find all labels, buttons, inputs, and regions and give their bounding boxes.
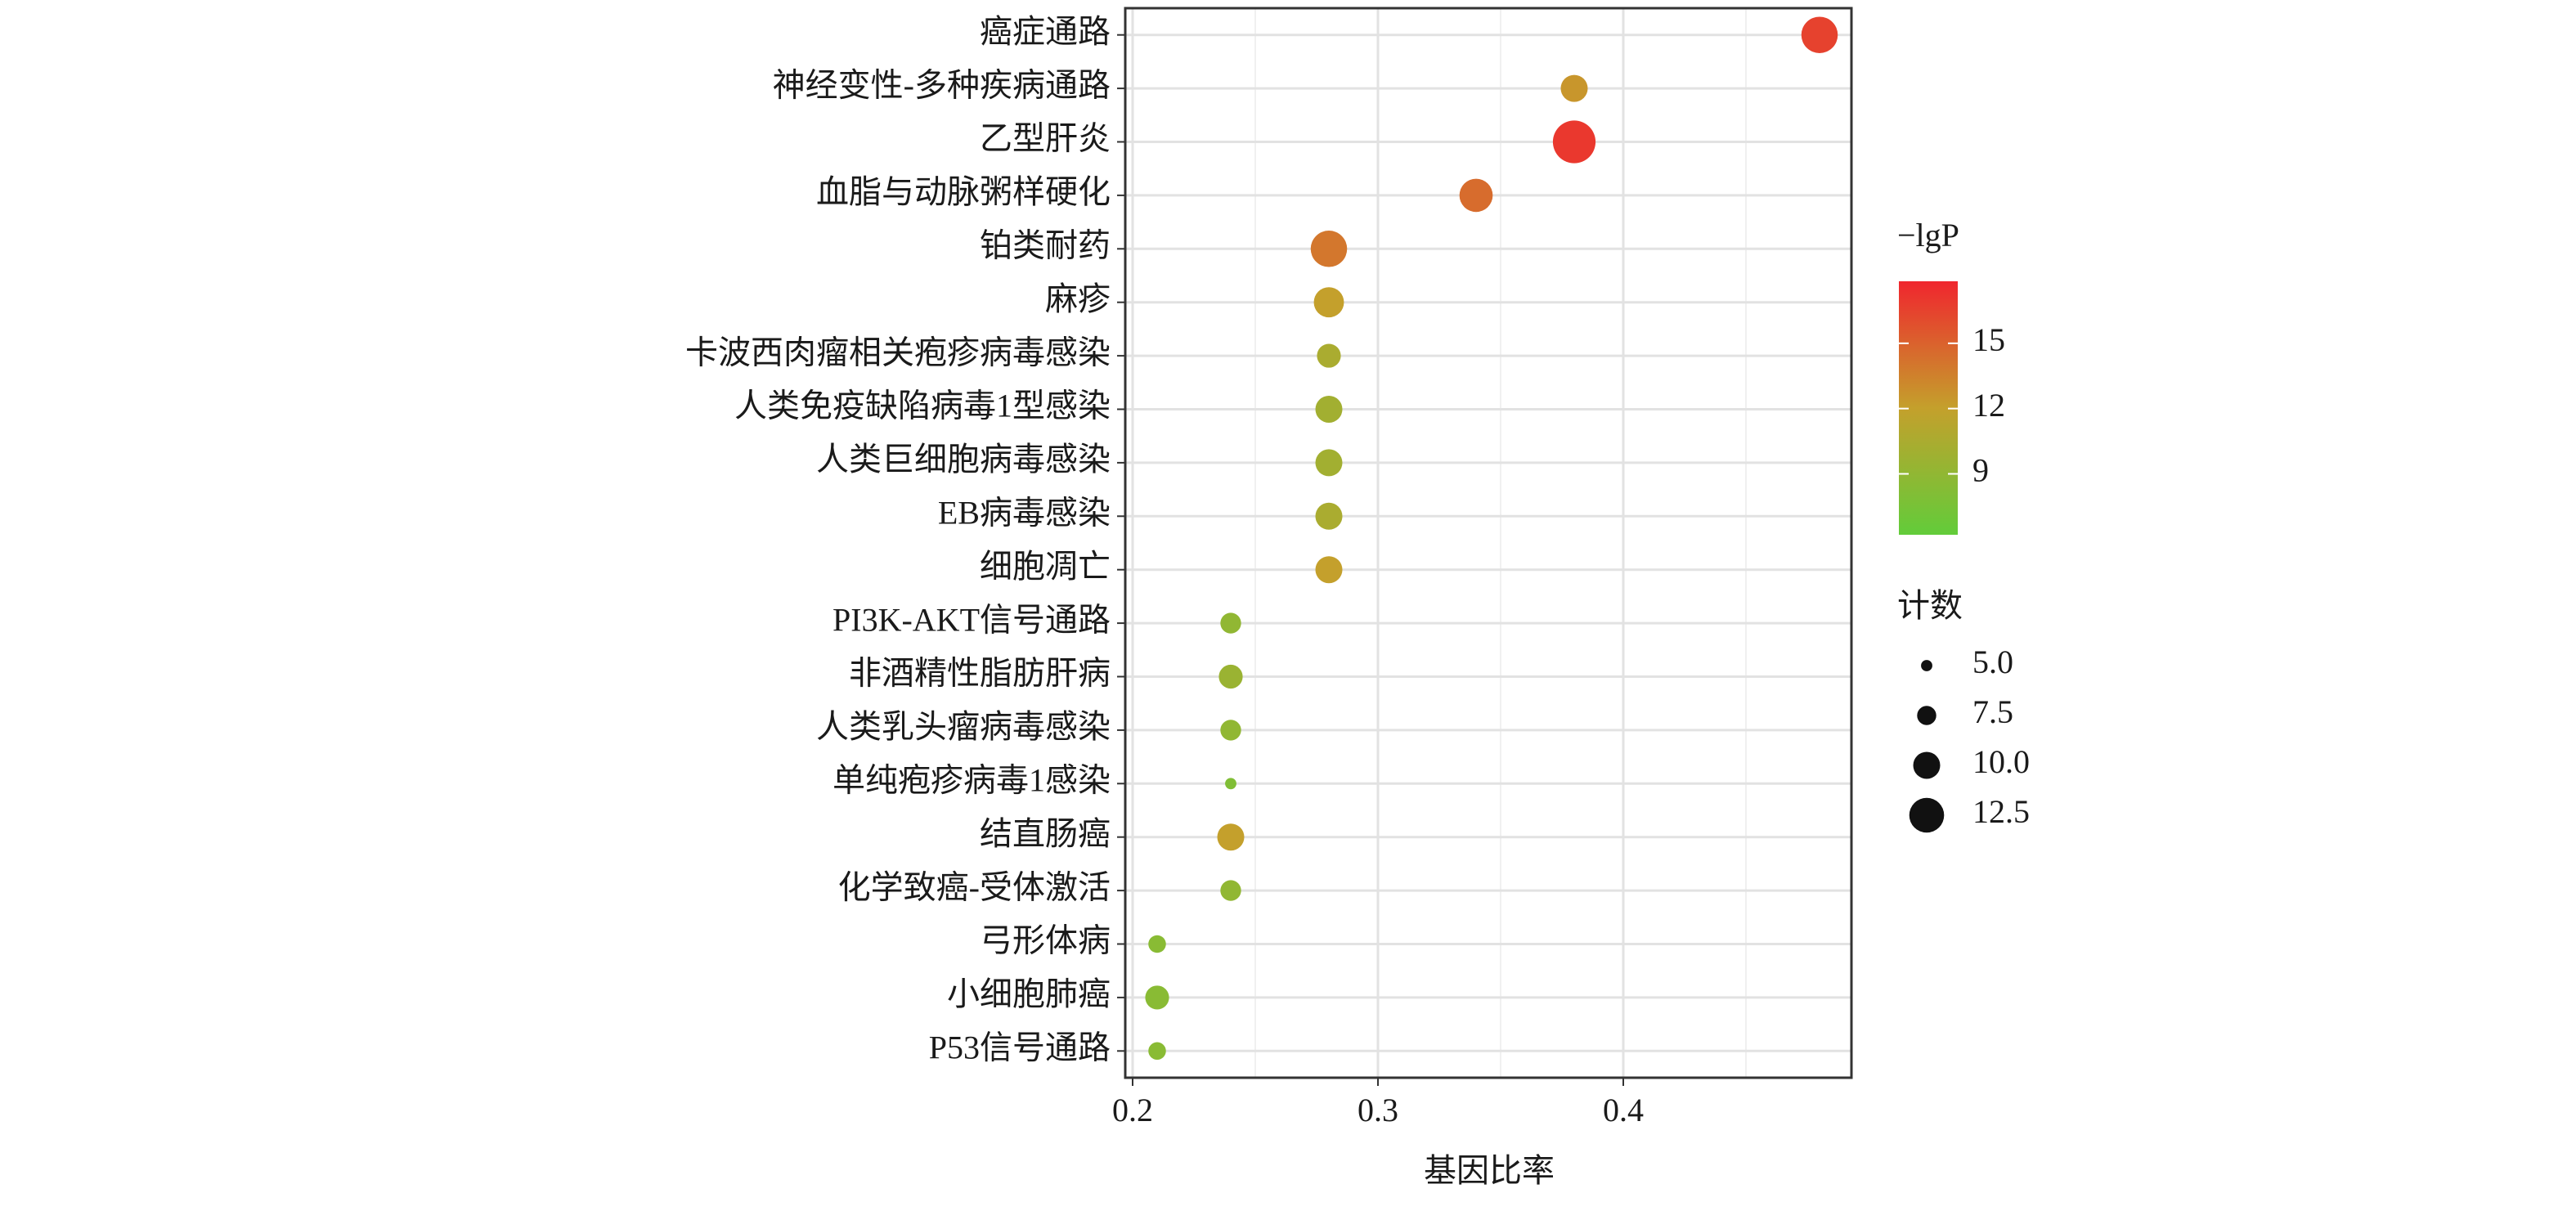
- y-tick-label: 卡波西肉瘤相关疱疹病毒感染: [685, 334, 1111, 370]
- y-tick-label: EB病毒感染: [938, 494, 1111, 531]
- y-tick-label: P53信号通路: [929, 1029, 1111, 1065]
- bubble: [1552, 120, 1596, 164]
- y-tick-label: 铂类耐药: [980, 227, 1111, 263]
- x-tick-label: 0.4: [1603, 1092, 1644, 1128]
- y-tick-label: 神经变性-多种疾病通路: [773, 66, 1111, 103]
- color-tick-label: 12: [1972, 387, 2005, 424]
- bubble: [1148, 935, 1166, 953]
- size-legend-title: 计数: [1897, 587, 1963, 624]
- bubble: [1148, 1042, 1166, 1061]
- bubble: [1217, 823, 1245, 851]
- bubble: [1315, 556, 1343, 584]
- y-tick-label: 结直肠癌: [980, 815, 1111, 852]
- y-tick-label: 血脂与动脉粥样硬化: [816, 173, 1111, 210]
- size-legend-label: 10.0: [1972, 743, 2030, 780]
- bubble: [1220, 612, 1241, 634]
- bubble: [1459, 178, 1493, 213]
- size-legend-label: 5.0: [1972, 644, 2013, 680]
- bubble: [1315, 502, 1343, 530]
- y-tick-label: 乙型肝炎: [980, 120, 1111, 157]
- color-legend-title: −lgP: [1897, 217, 1959, 253]
- bubble: [1317, 343, 1341, 368]
- bubble: [1315, 396, 1343, 423]
- size-legend-marker: [1921, 660, 1932, 671]
- bubble: [1801, 16, 1838, 53]
- color-tick-label: 15: [1972, 321, 2005, 358]
- size-legend-marker: [1917, 706, 1936, 725]
- y-tick-label: 癌症通路: [980, 13, 1111, 50]
- bubble: [1310, 231, 1348, 267]
- plot-border: [1124, 7, 1853, 1079]
- x-axis-title: 基因比率: [1424, 1152, 1555, 1189]
- y-tick-label: 非酒精性脂肪肝病: [849, 655, 1111, 692]
- size-legend-label: 12.5: [1972, 793, 2030, 830]
- y-tick-label: 人类巨细胞病毒感染: [816, 441, 1111, 478]
- y-tick-label: 细胞凋亡: [980, 548, 1111, 585]
- y-tick-label: 单纯疱疹病毒1感染: [832, 761, 1111, 798]
- size-legend-label: 7.5: [1972, 693, 2013, 730]
- x-tick-label: 0.2: [1112, 1092, 1153, 1128]
- y-tick-label: 化学致癌-受体激活: [838, 868, 1111, 905]
- y-tick-label: 小细胞肺癌: [947, 976, 1111, 1012]
- bubble: [1560, 74, 1588, 102]
- y-tick-label: PI3K-AKT信号通路: [832, 601, 1111, 638]
- y-tick-label: 麻疹: [1045, 280, 1111, 317]
- y-tick-label: 弓形体病: [980, 922, 1111, 959]
- y-tick-label: 人类免疫缺陷病毒1型感染: [734, 388, 1111, 424]
- y-tick-label: 人类乳头瘤病毒感染: [816, 708, 1111, 745]
- plot-background: [1125, 8, 1851, 1078]
- x-tick-label: 0.3: [1358, 1092, 1398, 1128]
- bubble: [1315, 449, 1343, 477]
- size-legend-marker: [1909, 797, 1945, 833]
- size-legend-marker: [1913, 751, 1941, 779]
- bubble: [1220, 720, 1241, 741]
- color-tick-label: 9: [1972, 452, 1989, 489]
- bubble: [1218, 664, 1243, 689]
- bubble: [1145, 985, 1169, 1010]
- bubble: [1220, 880, 1241, 901]
- bubble: [1225, 778, 1236, 790]
- bubble: [1313, 287, 1344, 318]
